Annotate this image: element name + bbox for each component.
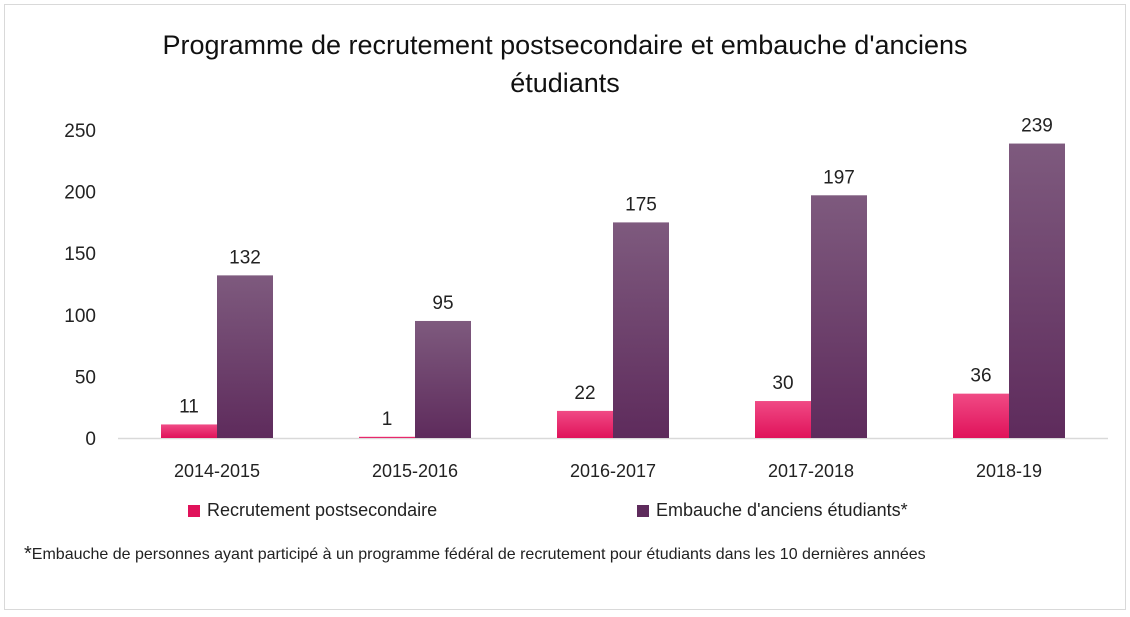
data-label: 239	[1021, 116, 1053, 137]
bar-embauche	[1009, 143, 1065, 438]
data-label: 36	[970, 366, 991, 387]
data-label: 197	[823, 167, 855, 188]
data-label: 11	[179, 396, 199, 417]
bar-recrutement	[953, 393, 1009, 438]
data-labels: 11 132 1 95 22 175 30 197 36 239	[179, 116, 1053, 430]
x-axis: 2014-2015 2015-2016 2016-2017 2017-2018 2018…	[118, 437, 1108, 481]
y-tick-label: 200	[64, 183, 96, 204]
chart-title-line1: Programme de recrutement postsecondaire …	[162, 30, 968, 60]
bar-embauche	[613, 222, 669, 438]
legend-item-recrutement: Recrutement postsecondaire	[188, 500, 437, 521]
x-tick-label: 2016-2017	[570, 461, 656, 481]
y-tick-label: 0	[85, 429, 96, 450]
y-axis: 0 50 100 150 200 250	[64, 121, 96, 450]
bar-recrutement	[161, 424, 217, 438]
footnote-text: Embauche de personnes ayant participé à …	[31, 546, 926, 563]
footnote-star: *	[24, 543, 32, 565]
data-label: 1	[382, 409, 393, 430]
data-label: 22	[574, 383, 595, 404]
x-tick-label: 2018-19	[976, 461, 1042, 481]
x-tick-label: 2015-2016	[372, 461, 458, 481]
bar-recrutement	[755, 401, 811, 438]
bar-embauche	[217, 275, 273, 438]
bar-recrutement	[557, 410, 613, 438]
x-tick-label: 2014-2015	[174, 461, 260, 481]
y-tick-label: 100	[64, 306, 96, 327]
bars	[161, 143, 1065, 438]
bar-embauche	[811, 195, 867, 438]
legend-swatch-recrutement	[188, 504, 200, 517]
data-label: 95	[432, 293, 453, 314]
legend-label-recrutement: Recrutement postsecondaire	[207, 500, 438, 520]
bar-embauche	[415, 320, 471, 438]
legend-item-embauche: Embauche d'anciens étudiants*	[637, 500, 908, 521]
y-tick-label: 50	[75, 367, 96, 388]
bar-recrutement	[359, 436, 415, 438]
data-label: 30	[772, 373, 793, 394]
legend-swatch-embauche	[637, 504, 649, 517]
data-label: 175	[625, 194, 657, 215]
chart-title-line2: étudiants	[510, 68, 620, 98]
legend-label-embauche: Embauche d'anciens étudiants*	[656, 500, 908, 520]
x-tick-label: 2017-2018	[768, 461, 854, 481]
y-tick-label: 250	[64, 121, 96, 142]
chart-title: Programme de recrutement postsecondaire …	[0, 26, 1130, 102]
y-tick-label: 150	[64, 244, 96, 265]
footnote: *Embauche de personnes ayant participé à…	[24, 540, 1024, 569]
data-label: 132	[229, 247, 261, 268]
